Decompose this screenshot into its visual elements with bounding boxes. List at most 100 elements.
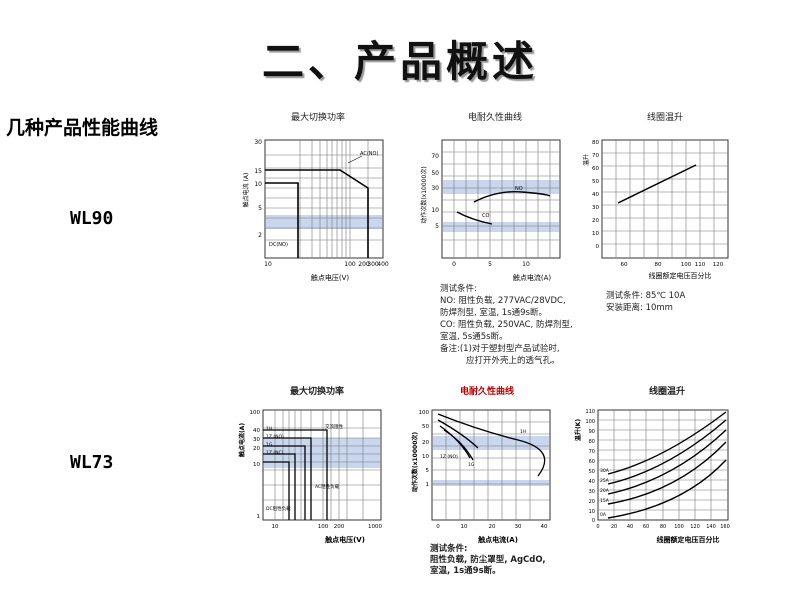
wl73-temp-anno: 0A <box>600 512 607 518</box>
wl90-endurance-ytick: 50 <box>431 170 439 177</box>
wl73-temp-xtick: 120 <box>690 524 700 530</box>
wl73-power-anno: 1Z (NO) <box>266 434 284 440</box>
wl73-temp-xtick: 0 <box>596 524 599 530</box>
wl73-temp-ytick: 30 <box>589 489 595 495</box>
wl73-temp-xtick: 160 <box>720 524 730 530</box>
wl73-temp-ytick: 60 <box>589 459 595 465</box>
wl73-endurance-title: 电耐久性曲线 <box>459 387 514 397</box>
wl73-endurance-ytick: 10 <box>422 454 429 460</box>
wl73-endurance-ytick: 20 <box>422 440 429 446</box>
wl90-endurance-ytick: 70 <box>431 153 439 160</box>
wl73-endurance-notes: 测试条件: 阻性负载, 防尘罩型, AgCdO, 室温, 1s通9s断。 <box>430 544 546 577</box>
wl90-temp-xtick: 120 <box>713 262 724 268</box>
wl73-power-xtick: 100 <box>318 524 329 530</box>
wl73-power-chart: 1H 1Z (NO) 1G 1Z (NC) 交流阻性 AC阻性负载 DC阻性负载… <box>238 409 382 544</box>
wl73-temp-ytick: 10 <box>589 509 595 515</box>
wl73-endurance-chart: 1H 1Z (NO) 1G 100 50 20 10 5 1 0 10 20 3… <box>411 409 551 544</box>
wl73-temp-xtick: 140 <box>706 524 716 530</box>
wl90-power-xtick: 100 <box>344 261 356 268</box>
wl73-temp-ytick: 0 <box>592 518 595 524</box>
wl73-endurance-xtick: 10 <box>461 524 468 530</box>
note-line: 安装距离: 10mm <box>606 303 673 313</box>
wl90-temp-xlabel: 线圈额定电压百分比 <box>649 271 712 280</box>
wl90-power-xtick: 400 <box>377 261 389 268</box>
model-name-wl73: WL73 <box>70 452 114 473</box>
wl73-temp-anno: 20A <box>600 488 610 494</box>
wl73-power-ytick: 20 <box>253 446 260 452</box>
wl73-endurance-xlabel: 触点电流(A) <box>477 535 518 544</box>
wl90-endurance-anno-no: NO <box>515 186 523 192</box>
wl90-temp-ytick: 0 <box>596 244 600 250</box>
note-line: 测试条件: <box>440 284 477 294</box>
wl90-temp-xtick: 110 <box>695 262 706 268</box>
wl90-temp-xtick: 60 <box>621 262 628 268</box>
wl73-power-ytick: 100 <box>250 410 261 416</box>
wl73-temp-ytick: 80 <box>589 439 595 445</box>
note-line: CO: 阻性负载, 250VAC, 防焊剂型, <box>440 320 573 330</box>
wl90-power-ytick: 2 <box>258 232 262 239</box>
wl73-endurance-anno: 1G <box>468 462 475 468</box>
wl73-temp-ytick: 70 <box>589 449 595 455</box>
wl90-temp-xtick: 100 <box>681 262 692 268</box>
wl90-temp-ytick: 50 <box>592 179 599 185</box>
wl90-endurance-ytick: 30 <box>431 185 439 192</box>
wl73-power-xtick: 10 <box>272 524 279 530</box>
wl90-temp-chart: 80 70 60 50 40 30 20 10 0 60 80 100 110 … <box>582 139 729 280</box>
wl73-power-ytick: 10 <box>253 462 260 468</box>
wl90-power-xtick: 10 <box>264 261 272 268</box>
wl73-endurance-xtick: 40 <box>541 524 548 530</box>
wl73-temp-ytick: 40 <box>589 479 595 485</box>
wl73-temp-ytick: 110 <box>585 409 595 415</box>
wl73-temp-ytick: 90 <box>589 429 595 435</box>
wl73-endurance-ytick: 50 <box>422 424 429 430</box>
wl90-temp-notes: 测试条件: 85℃ 10A 安装距离: 10mm <box>606 290 685 314</box>
wl90-temp-ytick: 30 <box>592 205 599 211</box>
wl73-temp-anno: 30A <box>600 468 610 474</box>
wl73-temp-xtick: 60 <box>643 524 649 530</box>
wl90-temp-ytick: 40 <box>592 192 599 198</box>
wl73-power-xtick: 1000 <box>368 524 382 530</box>
wl73-endurance-anno: 1Z (NO) <box>440 454 458 460</box>
note-line: 室温, 1s通9s断。 <box>430 566 501 576</box>
wl73-temp-xlabel: 线圈额定电压百分比 <box>657 535 720 544</box>
wl73-power-ylabel: 触点电流(A) <box>238 423 246 458</box>
wl90-power-ytick: 10 <box>254 181 262 188</box>
wl90-power-anno-dc: DC(NO) <box>269 242 288 248</box>
note-line: 备注:(1)对于塑封型产品试验时, <box>440 344 560 354</box>
wl73-temp-anno: 25A <box>600 478 610 484</box>
wl73-temp-ytick: 50 <box>589 469 595 475</box>
wl90-power-ytick: 30 <box>254 139 262 146</box>
model-name-wl90: WL90 <box>70 208 114 229</box>
wl90-endurance-xtick: 10 <box>522 261 530 268</box>
wl73-temp-title: 线圈温升 <box>648 387 685 397</box>
wl90-temp-title: 线圈温升 <box>646 113 683 123</box>
wl73-endurance-xtick: 0 <box>436 524 440 530</box>
wl90-temp-ylabel: 温升 <box>582 154 590 166</box>
wl73-temp-ytick: 100 <box>585 419 595 425</box>
wl73-temp-xtick: 40 <box>627 524 633 530</box>
wl73-power-anno: 1Z (NC) <box>266 450 284 456</box>
wl90-power-title: 最大切换功率 <box>290 113 345 123</box>
wl90-power-anno-ac: AC(NO) <box>360 151 378 157</box>
wl90-power-ytick: 15 <box>254 168 262 175</box>
wl73-temp-xtick: 100 <box>674 524 684 530</box>
wl90-endurance-anno-co: CO <box>482 213 489 219</box>
note-line: 阻性负载, 防尘罩型, AgCdO, <box>430 555 546 565</box>
wl73-power-ytick: 1 <box>257 514 261 520</box>
wl90-endurance-xtick: 0 <box>452 261 456 268</box>
page-title: 二、产品概述 <box>261 37 538 86</box>
wl90-temp-ytick: 60 <box>592 166 599 172</box>
wl73-endurance-ylabel: 动作次数(x10000次) <box>411 432 419 492</box>
wl73-endurance-anno: 1H <box>520 429 526 435</box>
wl73-temp-ylabel: 温升(K) <box>574 419 582 441</box>
wl90-endurance-title: 电耐久性曲线 <box>467 113 522 123</box>
wl73-power-xlabel: 触点电压(V) <box>324 535 365 544</box>
wl73-endurance-xtick: 20 <box>489 524 496 530</box>
wl73-temp-anno: 15A <box>600 498 610 504</box>
wl90-temp-xtick: 80 <box>655 262 662 268</box>
wl73-endurance-ytick: 5 <box>426 468 430 474</box>
wl73-temp-xtick: 80 <box>660 524 666 530</box>
note-line: 应打开外壳上的透气孔。 <box>466 356 560 366</box>
wl73-power-anno: DC阻性负载 <box>266 505 291 512</box>
wl90-temp-ytick: 20 <box>592 218 599 224</box>
